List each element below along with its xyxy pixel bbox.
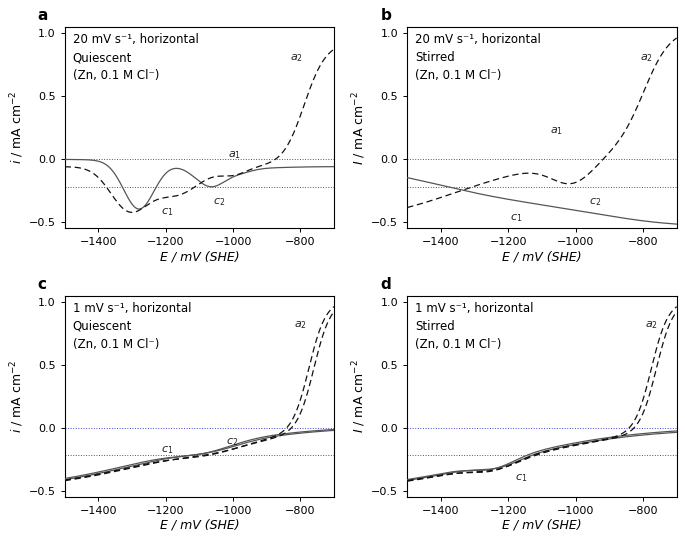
X-axis label: E / mV (SHE): E / mV (SHE) <box>160 518 239 532</box>
Text: $a_1$: $a_1$ <box>550 126 564 137</box>
Text: 1 mV s⁻¹, horizontal
Stirred
(Zn, 0.1 M Cl⁻): 1 mV s⁻¹, horizontal Stirred (Zn, 0.1 M … <box>415 302 534 351</box>
Text: $a_1$: $a_1$ <box>228 149 241 160</box>
Text: $c_1$: $c_1$ <box>161 206 173 218</box>
Text: $c_2$: $c_2$ <box>227 436 238 448</box>
Text: $c_1$: $c_1$ <box>161 444 173 456</box>
Text: $c_2$: $c_2$ <box>213 196 225 208</box>
Text: $c_1$: $c_1$ <box>515 472 527 484</box>
Y-axis label: $I$ / mA cm$^{-2}$: $I$ / mA cm$^{-2}$ <box>351 360 369 433</box>
Text: $c_2$: $c_2$ <box>589 196 601 208</box>
Text: $a_2$: $a_2$ <box>290 52 303 64</box>
Text: $a_2$: $a_2$ <box>294 319 307 330</box>
Y-axis label: $i$ / mA cm$^{-2}$: $i$ / mA cm$^{-2}$ <box>8 360 26 433</box>
Text: 20 mV s⁻¹, horizontal
Stirred
(Zn, 0.1 M Cl⁻): 20 mV s⁻¹, horizontal Stirred (Zn, 0.1 M… <box>415 33 541 82</box>
Text: a: a <box>38 8 48 23</box>
Text: 1 mV s⁻¹, horizontal
Quiescent
(Zn, 0.1 M Cl⁻): 1 mV s⁻¹, horizontal Quiescent (Zn, 0.1 … <box>73 302 191 351</box>
Text: d: d <box>380 276 391 292</box>
Text: c: c <box>38 276 47 292</box>
Text: 20 mV s⁻¹, horizontal
Quiescent
(Zn, 0.1 M Cl⁻): 20 mV s⁻¹, horizontal Quiescent (Zn, 0.1… <box>73 33 199 82</box>
X-axis label: E / mV (SHE): E / mV (SHE) <box>160 250 239 263</box>
Text: $a_2$: $a_2$ <box>645 319 658 330</box>
Text: b: b <box>380 8 391 23</box>
Y-axis label: $i$ / mA cm$^{-2}$: $i$ / mA cm$^{-2}$ <box>8 91 26 164</box>
Y-axis label: $I$ / mA cm$^{-2}$: $I$ / mA cm$^{-2}$ <box>351 91 369 165</box>
X-axis label: E / mV (SHE): E / mV (SHE) <box>502 518 582 532</box>
X-axis label: E / mV (SHE): E / mV (SHE) <box>502 250 582 263</box>
Text: $a_2$: $a_2$ <box>640 52 653 64</box>
Text: $c_1$: $c_1$ <box>510 212 522 224</box>
